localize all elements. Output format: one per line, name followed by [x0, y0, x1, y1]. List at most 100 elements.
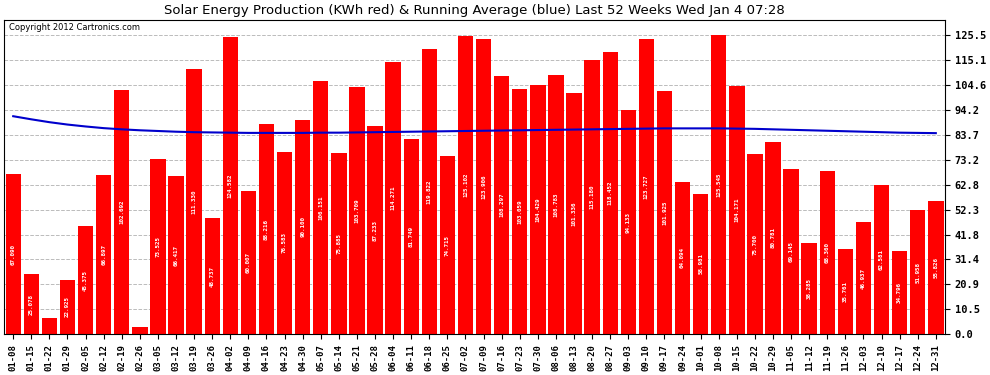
Text: 88.216: 88.216	[264, 219, 269, 240]
Text: 123.906: 123.906	[481, 174, 486, 199]
Bar	[675, 182, 690, 334]
Text: 55.826: 55.826	[934, 257, 939, 278]
Bar	[820, 171, 835, 334]
Text: 45.375: 45.375	[83, 270, 88, 291]
Bar	[855, 222, 871, 334]
Bar	[205, 218, 220, 334]
Bar	[566, 93, 582, 334]
Text: 73.525: 73.525	[155, 236, 160, 257]
Text: 106.151: 106.151	[318, 195, 324, 220]
Title: Solar Energy Production (KWh red) & Running Average (blue) Last 52 Weeks Wed Jan: Solar Energy Production (KWh red) & Runn…	[164, 4, 785, 17]
Bar	[747, 154, 762, 334]
Text: 35.761: 35.761	[842, 281, 847, 302]
Bar	[530, 86, 545, 334]
Text: 66.897: 66.897	[101, 244, 106, 265]
Bar	[132, 327, 148, 334]
Bar	[331, 153, 346, 334]
Bar	[929, 201, 943, 334]
Text: 22.925: 22.925	[65, 296, 70, 317]
Text: 118.452: 118.452	[608, 181, 613, 206]
Bar	[892, 251, 907, 334]
Text: 51.958: 51.958	[915, 262, 921, 283]
Bar	[186, 69, 202, 334]
Text: Copyright 2012 Cartronics.com: Copyright 2012 Cartronics.com	[9, 23, 140, 32]
Bar	[24, 274, 39, 334]
Bar	[765, 142, 781, 334]
Bar	[603, 52, 618, 334]
Text: 25.078: 25.078	[29, 294, 34, 315]
Text: 124.582: 124.582	[228, 174, 233, 198]
Text: 81.749: 81.749	[409, 226, 414, 248]
Text: 102.692: 102.692	[119, 200, 125, 224]
Bar	[367, 126, 383, 334]
Bar	[258, 124, 274, 334]
Bar	[729, 86, 744, 334]
Bar	[656, 92, 672, 334]
Text: 114.271: 114.271	[391, 186, 396, 210]
Bar	[295, 120, 310, 334]
Bar	[150, 159, 165, 334]
Bar	[457, 36, 473, 334]
Text: 101.336: 101.336	[571, 201, 576, 226]
Bar	[42, 318, 57, 334]
Text: 125.545: 125.545	[716, 172, 722, 197]
Bar	[783, 170, 799, 334]
Text: 94.133: 94.133	[626, 211, 631, 232]
Text: 103.709: 103.709	[354, 198, 359, 223]
Text: 90.100: 90.100	[300, 216, 305, 237]
Text: 68.360: 68.360	[825, 242, 830, 263]
Bar	[584, 60, 600, 334]
Text: 101.925: 101.925	[662, 201, 667, 225]
Text: 87.233: 87.233	[372, 220, 377, 241]
Text: 74.715: 74.715	[445, 235, 449, 256]
Text: 104.171: 104.171	[735, 198, 740, 222]
Text: 67.090: 67.090	[11, 244, 16, 265]
Text: 76.583: 76.583	[282, 232, 287, 254]
Bar	[910, 210, 926, 334]
Text: 60.007: 60.007	[246, 252, 250, 273]
Bar	[349, 87, 364, 334]
Bar	[494, 76, 509, 334]
Bar	[711, 35, 727, 334]
Bar	[404, 140, 419, 334]
Bar	[422, 49, 437, 334]
Text: 75.700: 75.700	[752, 234, 757, 255]
Bar	[440, 156, 455, 334]
Text: 75.885: 75.885	[337, 233, 342, 254]
Text: 119.822: 119.822	[427, 179, 432, 204]
Bar	[874, 185, 889, 334]
Bar	[838, 249, 853, 334]
Text: 104.429: 104.429	[536, 198, 541, 222]
Bar	[548, 75, 563, 334]
Bar	[693, 194, 708, 334]
Bar	[114, 90, 130, 334]
Text: 80.781: 80.781	[770, 228, 775, 249]
Text: 48.737: 48.737	[210, 266, 215, 286]
Text: 66.417: 66.417	[173, 244, 178, 266]
Bar	[241, 191, 256, 334]
Bar	[168, 176, 184, 334]
Bar	[512, 88, 528, 334]
Text: 125.102: 125.102	[463, 173, 468, 198]
Bar	[277, 152, 292, 334]
Text: 123.727: 123.727	[644, 175, 648, 199]
Text: 108.783: 108.783	[553, 192, 558, 217]
Text: 62.581: 62.581	[879, 249, 884, 270]
Bar	[223, 38, 238, 334]
Text: 111.330: 111.330	[192, 189, 197, 214]
Bar	[385, 62, 401, 334]
Bar	[802, 243, 817, 334]
Text: 46.937: 46.937	[861, 268, 866, 289]
Bar	[78, 226, 93, 334]
Text: 58.981: 58.981	[698, 254, 703, 274]
Text: 115.180: 115.180	[590, 185, 595, 209]
Bar	[59, 280, 75, 334]
Bar	[96, 175, 111, 334]
Bar	[313, 81, 329, 334]
Text: 38.285: 38.285	[807, 278, 812, 299]
Text: 34.796: 34.796	[897, 282, 902, 303]
Text: 103.059: 103.059	[517, 199, 523, 224]
Bar	[639, 39, 654, 334]
Text: 69.145: 69.145	[789, 242, 794, 262]
Bar	[621, 110, 636, 334]
